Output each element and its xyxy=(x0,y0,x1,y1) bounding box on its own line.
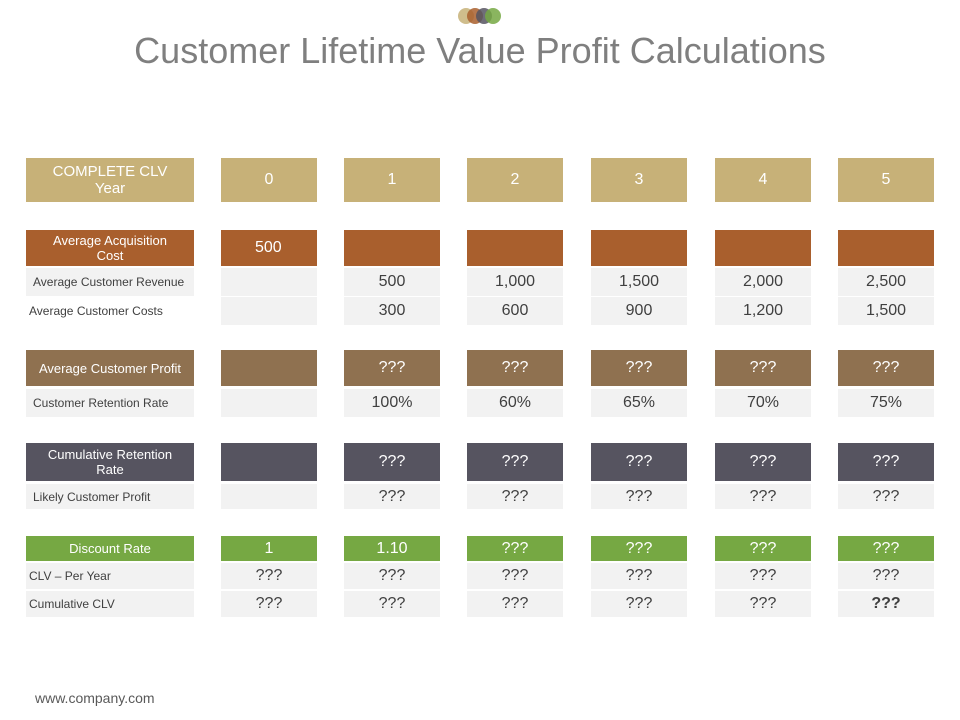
cumclv-value-4: ??? xyxy=(715,591,811,617)
retention-value-0 xyxy=(221,389,317,417)
cumclv-value-3: ??? xyxy=(591,591,687,617)
retention-value-2: 60% xyxy=(467,389,563,417)
cumret-value-0 xyxy=(221,443,317,481)
discount-value-1: 1.10 xyxy=(344,536,440,561)
likely-value-3: ??? xyxy=(591,484,687,509)
retention-value-5: 75% xyxy=(838,389,934,417)
cumret-value-2: ??? xyxy=(467,443,563,481)
cumret-value-3: ??? xyxy=(591,443,687,481)
discount-value-4: ??? xyxy=(715,536,811,561)
clvyear-value-4: ??? xyxy=(715,563,811,589)
rev-label: Average Customer Revenue xyxy=(26,268,194,296)
profit-label: Average Customer Profit xyxy=(26,350,194,386)
logo-circles xyxy=(458,8,504,26)
cumclv-label: Cumulative CLV xyxy=(26,591,194,617)
cumret-value-5: ??? xyxy=(838,443,934,481)
cumclv-value-0: ??? xyxy=(221,591,317,617)
cumret-label: Cumulative Retention Rate xyxy=(26,443,194,481)
discount-value-0: 1 xyxy=(221,536,317,561)
footer-url: www.company.com xyxy=(35,690,155,706)
profit-value-5: ??? xyxy=(838,350,934,386)
costs-value-5: 1,500 xyxy=(838,297,934,325)
cumret-value-1: ??? xyxy=(344,443,440,481)
clvyear-value-0: ??? xyxy=(221,563,317,589)
discount-value-3: ??? xyxy=(591,536,687,561)
likely-value-0 xyxy=(221,484,317,509)
header-label: COMPLETE CLV Year xyxy=(26,158,194,202)
likely-value-2: ??? xyxy=(467,484,563,509)
rev-value-4: 2,000 xyxy=(715,268,811,296)
acq-value-1 xyxy=(344,230,440,266)
cumret-value-4: ??? xyxy=(715,443,811,481)
likely-value-4: ??? xyxy=(715,484,811,509)
costs-value-1: 300 xyxy=(344,297,440,325)
costs-label: Average Customer Costs xyxy=(29,304,163,318)
profit-value-4: ??? xyxy=(715,350,811,386)
rev-value-3: 1,500 xyxy=(591,268,687,296)
year-header-3: 3 xyxy=(591,158,687,202)
costs-value-4: 1,200 xyxy=(715,297,811,325)
page-title: Customer Lifetime Value Profit Calculati… xyxy=(134,30,826,71)
likely-value-1: ??? xyxy=(344,484,440,509)
year-header-2: 2 xyxy=(467,158,563,202)
profit-value-0 xyxy=(221,350,317,386)
cumclv-value-5: ??? xyxy=(838,591,934,617)
year-header-5: 5 xyxy=(838,158,934,202)
clvyear-value-3: ??? xyxy=(591,563,687,589)
cumclv-value-1: ??? xyxy=(344,591,440,617)
costs-value-2: 600 xyxy=(467,297,563,325)
discount-value-2: ??? xyxy=(467,536,563,561)
acq-value-5 xyxy=(838,230,934,266)
retention-label: Customer Retention Rate xyxy=(26,389,194,417)
cumclv-value-2: ??? xyxy=(467,591,563,617)
acq-value-4 xyxy=(715,230,811,266)
profit-value-1: ??? xyxy=(344,350,440,386)
discount-label: Discount Rate xyxy=(26,536,194,561)
acq-label: Average Acquisition Cost xyxy=(26,230,194,266)
rev-value-2: 1,000 xyxy=(467,268,563,296)
clvyear-value-2: ??? xyxy=(467,563,563,589)
discount-value-5: ??? xyxy=(838,536,934,561)
clvyear-value-5: ??? xyxy=(838,563,934,589)
year-header-0: 0 xyxy=(221,158,317,202)
acq-value-3 xyxy=(591,230,687,266)
costs-value-0 xyxy=(221,297,317,325)
year-header-4: 4 xyxy=(715,158,811,202)
likely-value-5: ??? xyxy=(838,484,934,509)
retention-value-3: 65% xyxy=(591,389,687,417)
likely-label: Likely Customer Profit xyxy=(26,484,194,509)
profit-value-2: ??? xyxy=(467,350,563,386)
rev-value-1: 500 xyxy=(344,268,440,296)
year-header-1: 1 xyxy=(344,158,440,202)
retention-value-4: 70% xyxy=(715,389,811,417)
rev-value-5: 2,500 xyxy=(838,268,934,296)
retention-value-1: 100% xyxy=(344,389,440,417)
acq-value-0: 500 xyxy=(221,230,317,266)
acq-value-2 xyxy=(467,230,563,266)
profit-value-3: ??? xyxy=(591,350,687,386)
costs-value-3: 900 xyxy=(591,297,687,325)
clvyear-value-1: ??? xyxy=(344,563,440,589)
clvyear-label: CLV – Per Year xyxy=(26,563,194,589)
rev-value-0 xyxy=(221,268,317,296)
